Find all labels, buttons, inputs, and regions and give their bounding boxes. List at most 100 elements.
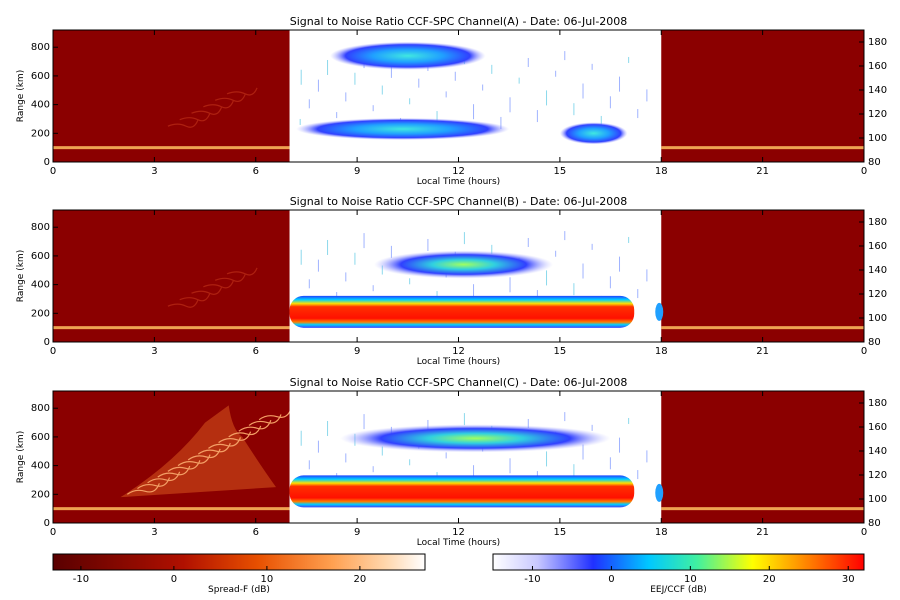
night-layer: [53, 507, 290, 511]
y2-tick-label: 120: [868, 109, 887, 120]
y2-tick-label: 160: [868, 241, 887, 252]
y-tick-label: 800: [31, 222, 50, 233]
x-tick-label: 3: [151, 166, 157, 177]
ccf-echo-region: [330, 41, 486, 70]
x-axis-label: Local Time (hours): [417, 357, 500, 367]
y-axis-label: Range (km): [16, 250, 26, 302]
eej-echo-band: [289, 475, 635, 508]
ccf-echo-region: [655, 483, 664, 502]
y-tick-label: 600: [31, 251, 50, 262]
y2-tick-label: 120: [868, 289, 887, 300]
x-tick-label: 15: [554, 166, 567, 177]
y-tick-label: 400: [31, 100, 50, 111]
x-tick-label: 9: [354, 166, 360, 177]
y-tick-label: 400: [31, 280, 50, 291]
x-tick-label: 9: [354, 346, 360, 357]
y-tick-label: 800: [31, 42, 50, 53]
x-tick-label: 15: [554, 527, 567, 538]
y-tick-label: 0: [44, 157, 50, 168]
colorbar-tick-label: 20: [354, 574, 367, 585]
y2-tick-label: 120: [868, 470, 887, 481]
colorbar-tick-label: -10: [73, 574, 89, 585]
x-tick-label: 6: [253, 346, 259, 357]
y2-tick-label: 140: [868, 446, 887, 457]
y-tick-label: 400: [31, 461, 50, 472]
x-tick-label: 0: [861, 527, 867, 538]
y2-tick-label: 160: [868, 422, 887, 433]
colorbar-tick-label: 20: [763, 574, 776, 585]
x-tick-label: 6: [253, 527, 259, 538]
x-tick-label: 12: [452, 166, 465, 177]
y-tick-label: 200: [31, 128, 50, 139]
night-layer: [53, 146, 290, 150]
x-tick-label: 18: [655, 527, 668, 538]
spread-f-plume: [167, 87, 258, 128]
y2-tick-label: 180: [868, 398, 887, 409]
y-tick-label: 0: [44, 518, 50, 529]
night-layer: [661, 326, 864, 330]
x-tick-label: 0: [50, 346, 56, 357]
panel-channel-c: Signal to Noise Ratio CCF-SPC Channel(C)…: [16, 376, 887, 548]
y-tick-label: 600: [31, 432, 50, 443]
daytime-speckle: [299, 51, 648, 133]
colorbar-tick-label: 30: [842, 574, 855, 585]
x-axis-label: Local Time (hours): [417, 177, 500, 187]
colorbar-tick-label: 10: [261, 574, 274, 585]
colorbar-strip: [492, 553, 865, 571]
y2-tick-label: 80: [868, 157, 881, 168]
night-layer: [661, 507, 864, 511]
colorbar-tick-label: -10: [524, 574, 540, 585]
x-tick-label: 0: [861, 346, 867, 357]
colorbar-strip: [52, 553, 426, 571]
y-axis-label: Range (km): [16, 70, 26, 122]
colorbar-spread-f: -10 0 10 20 Spread-F (dB): [52, 553, 426, 595]
y2-tick-label: 100: [868, 494, 887, 505]
y2-tick-label: 160: [868, 61, 887, 72]
x-tick-label: 0: [50, 527, 56, 538]
y2-tick-label: 180: [868, 217, 887, 228]
x-tick-label: 12: [452, 527, 465, 538]
x-tick-label: 15: [554, 346, 567, 357]
ccf-echo-region: [374, 250, 554, 279]
x-tick-label: 18: [655, 166, 668, 177]
night-layer: [661, 146, 864, 150]
spread-f-plume: [120, 405, 292, 498]
x-tick-label: 3: [151, 346, 157, 357]
y2-tick-label: 80: [868, 518, 881, 529]
colorbar-tick-label: 10: [684, 574, 697, 585]
y-tick-label: 0: [44, 337, 50, 348]
colorbar-label: Spread-F (dB): [208, 585, 270, 595]
ccf-echo-region: [559, 122, 628, 145]
spread-f-plume: [167, 267, 258, 308]
x-axis-label: Local Time (hours): [417, 538, 500, 548]
y-tick-label: 200: [31, 489, 50, 500]
colorbar-tick-label: 0: [608, 574, 614, 585]
x-tick-label: 21: [756, 346, 769, 357]
y-tick-label: 200: [31, 308, 50, 319]
x-tick-label: 18: [655, 346, 668, 357]
x-tick-label: 0: [50, 166, 56, 177]
panel-channel-a: Signal to Noise Ratio CCF-SPC Channel(A)…: [16, 15, 887, 187]
colorbar-eej-ccf: -10 0 10 20 30 EEJ/CCF (dB): [492, 553, 865, 595]
y2-tick-label: 180: [868, 37, 887, 48]
ccf-echo-region: [296, 118, 510, 140]
x-tick-label: 21: [756, 166, 769, 177]
eej-echo-band: [289, 295, 635, 328]
y2-tick-label: 140: [868, 85, 887, 96]
y-axis-label: Range (km): [16, 431, 26, 483]
y-tick-label: 800: [31, 403, 50, 414]
x-tick-label: 6: [253, 166, 259, 177]
x-tick-label: 12: [452, 346, 465, 357]
night-layer: [53, 326, 290, 330]
x-tick-label: 3: [151, 527, 157, 538]
y2-tick-label: 100: [868, 313, 887, 324]
panel-title: Signal to Noise Ratio CCF-SPC Channel(C)…: [290, 376, 628, 389]
y-tick-label: 600: [31, 71, 50, 82]
y2-tick-label: 80: [868, 337, 881, 348]
colorbar-tick-label: 0: [171, 574, 177, 585]
panel-channel-b: Signal to Noise Ratio CCF-SPC Channel(B)…: [16, 195, 887, 367]
y2-tick-label: 140: [868, 265, 887, 276]
x-tick-label: 21: [756, 527, 769, 538]
ccf-echo-region: [340, 424, 611, 453]
